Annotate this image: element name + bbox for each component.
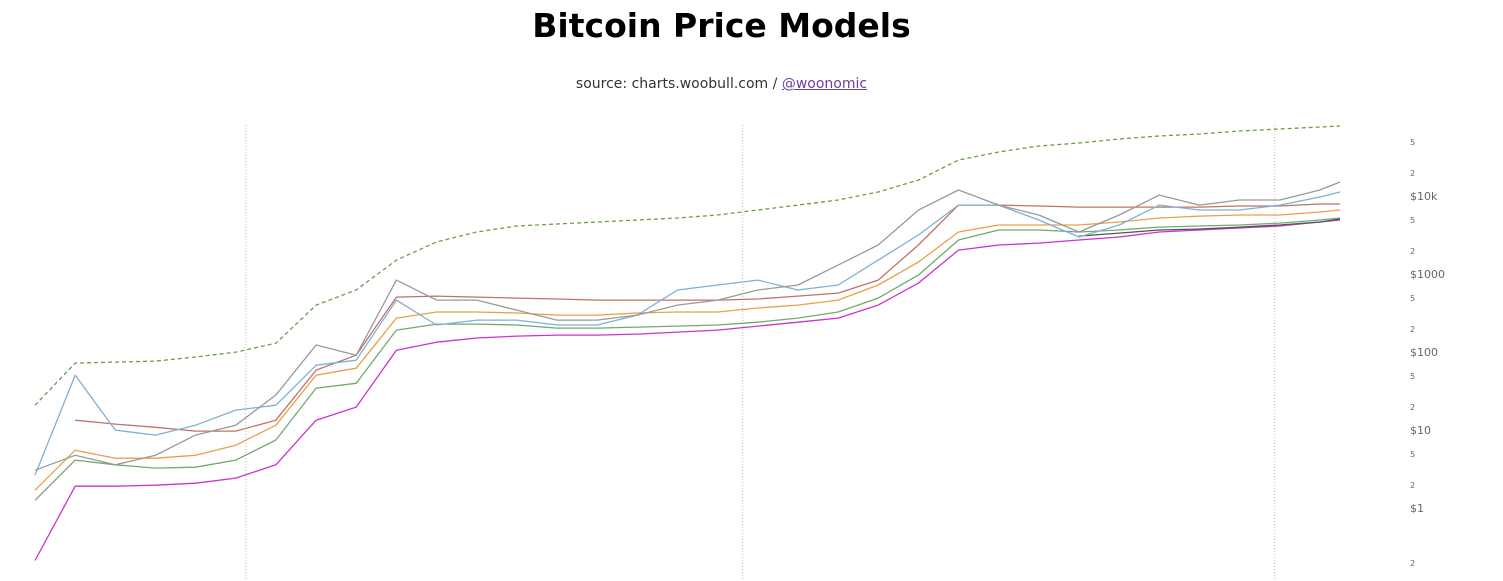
series-line — [1078, 218, 1341, 237]
series-line — [34, 209, 1341, 491]
y-tick-label: 5 — [1410, 138, 1415, 147]
subtitle-text: source: charts.woobull.com / — [575, 76, 782, 92]
y-tick-label: $1000 — [1410, 268, 1445, 281]
y-tick-label: 5 — [1410, 294, 1415, 303]
series-line — [75, 203, 1340, 432]
series-line — [34, 181, 1341, 471]
y-tick-label: 2 — [1410, 559, 1415, 568]
y-tick-label: $10k — [1410, 190, 1438, 203]
y-tick-label: 2 — [1410, 325, 1415, 334]
chart-subtitle: source: charts.woobull.com / @woonomic — [0, 76, 1443, 92]
series-line — [34, 125, 1341, 406]
y-tick-label: $1 — [1410, 502, 1424, 515]
y-tick-label: 5 — [1410, 372, 1415, 381]
y-tick-label: 2 — [1410, 247, 1415, 256]
y-tick-label: 5 — [1410, 216, 1415, 225]
y-tick-label: $100 — [1410, 346, 1438, 359]
y-tick-label: $10 — [1410, 424, 1431, 437]
chart-title: Bitcoin Price Models — [532, 6, 911, 45]
y-tick-label: 2 — [1410, 403, 1415, 412]
y-tick-label: 5 — [1410, 450, 1415, 459]
series-line — [34, 219, 1341, 561]
series-line — [34, 191, 1341, 476]
y-tick-label: 2 — [1410, 169, 1415, 178]
series-line — [34, 217, 1341, 501]
y-tick-label: 2 — [1410, 481, 1415, 490]
author-link[interactable]: @woonomic — [781, 76, 868, 92]
